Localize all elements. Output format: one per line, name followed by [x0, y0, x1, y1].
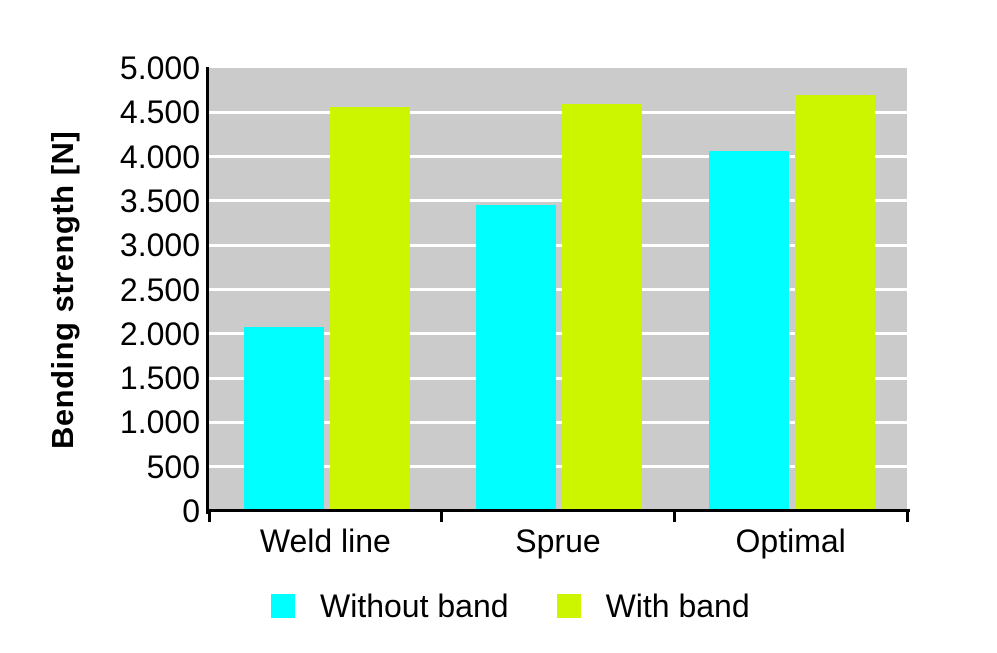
- y-tick-label-0: 0: [182, 493, 200, 529]
- bar-with-band-weld-line: [329, 106, 410, 511]
- y-tick-label-3000: 3.000: [119, 227, 200, 264]
- gridline-4000: [209, 155, 907, 159]
- x-axis-line: [206, 509, 910, 512]
- x-axis-tick: [672, 512, 676, 522]
- legend-swatch-without-band: [271, 594, 295, 618]
- x-axis-tick: [905, 512, 909, 522]
- y-tick-label-3500: 3.500: [119, 182, 200, 219]
- category-label-weld-line: Weld line: [259, 523, 391, 559]
- gridline-2000: [209, 332, 907, 336]
- bar-without-band-sprue: [476, 205, 557, 511]
- category-label-optimal: Optimal: [735, 523, 846, 559]
- y-tick-label-4500: 4.500: [119, 94, 200, 131]
- y-tick-label-2500: 2.500: [119, 271, 200, 308]
- gridline-500: [209, 465, 907, 469]
- gridline-4500: [209, 110, 907, 114]
- y-axis-line: [206, 67, 209, 514]
- gridline-3000: [209, 243, 907, 247]
- y-tick-label-500: 500: [146, 448, 200, 485]
- y-tick-label-1500: 1.500: [119, 360, 200, 397]
- plot-area: [209, 68, 907, 511]
- y-tick-label-5000: 5.000: [119, 50, 200, 86]
- gridline-2500: [209, 288, 907, 291]
- bar-without-band-weld-line: [243, 326, 324, 511]
- category-label-sprue: Sprue: [515, 523, 601, 559]
- legend: Without band With band: [271, 586, 750, 626]
- gridline-1500: [209, 376, 907, 380]
- legend-label-without-band: Without band: [320, 587, 509, 624]
- bar-with-band-sprue: [562, 104, 643, 511]
- gridline-1000: [209, 420, 907, 424]
- x-axis-tick: [440, 512, 444, 522]
- bar-with-band-optimal: [794, 94, 875, 511]
- bar-without-band-optimal: [708, 151, 789, 511]
- legend-swatch-with-band: [556, 594, 581, 618]
- y-tick-label-1000: 1.000: [119, 404, 200, 441]
- gridline-3500: [209, 199, 907, 203]
- y-tick-label-2000: 2.000: [119, 315, 200, 352]
- legend-item-without-band: Without band: [271, 588, 509, 625]
- x-axis-tick: [207, 512, 211, 522]
- legend-item-with-band: With band: [556, 587, 750, 625]
- y-tick-label-4000: 4.000: [119, 138, 200, 175]
- legend-label-with-band: With band: [605, 587, 750, 624]
